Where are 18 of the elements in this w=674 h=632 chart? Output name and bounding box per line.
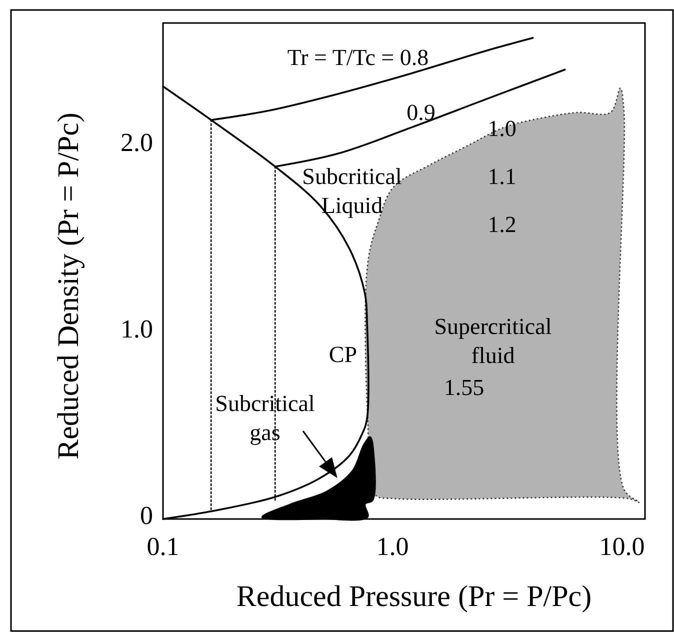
y-tick-label: 1.0 [120, 314, 153, 344]
annotation: 0.9 [406, 100, 436, 126]
x-axis-title: Reduced Pressure (Pr = P/Pc) [236, 580, 592, 613]
x-tick-label: 10.0 [599, 532, 645, 561]
x-tick-label: 0.1 [146, 532, 180, 561]
annotation: 1.2 [488, 212, 516, 238]
annotation: CP [328, 342, 358, 368]
annotation: Tr = T/Tc = 0.8 [287, 45, 429, 70]
y-axis-title: Reduced Density (Pr = P/Pc) [52, 112, 85, 460]
annotation: 1.0 [488, 116, 516, 142]
annotation: Subcritical Liquid [302, 164, 402, 218]
x-tick-label: 1.0 [376, 532, 409, 561]
annotation: 1.55 [444, 375, 484, 400]
annotation: 1.1 [488, 164, 516, 190]
annotation: Supercritical fluid [434, 314, 552, 368]
y-tick-label: 2.0 [120, 128, 153, 158]
annotation: Subcritical gas [215, 391, 315, 446]
y-tick-label: 0 [140, 501, 153, 530]
